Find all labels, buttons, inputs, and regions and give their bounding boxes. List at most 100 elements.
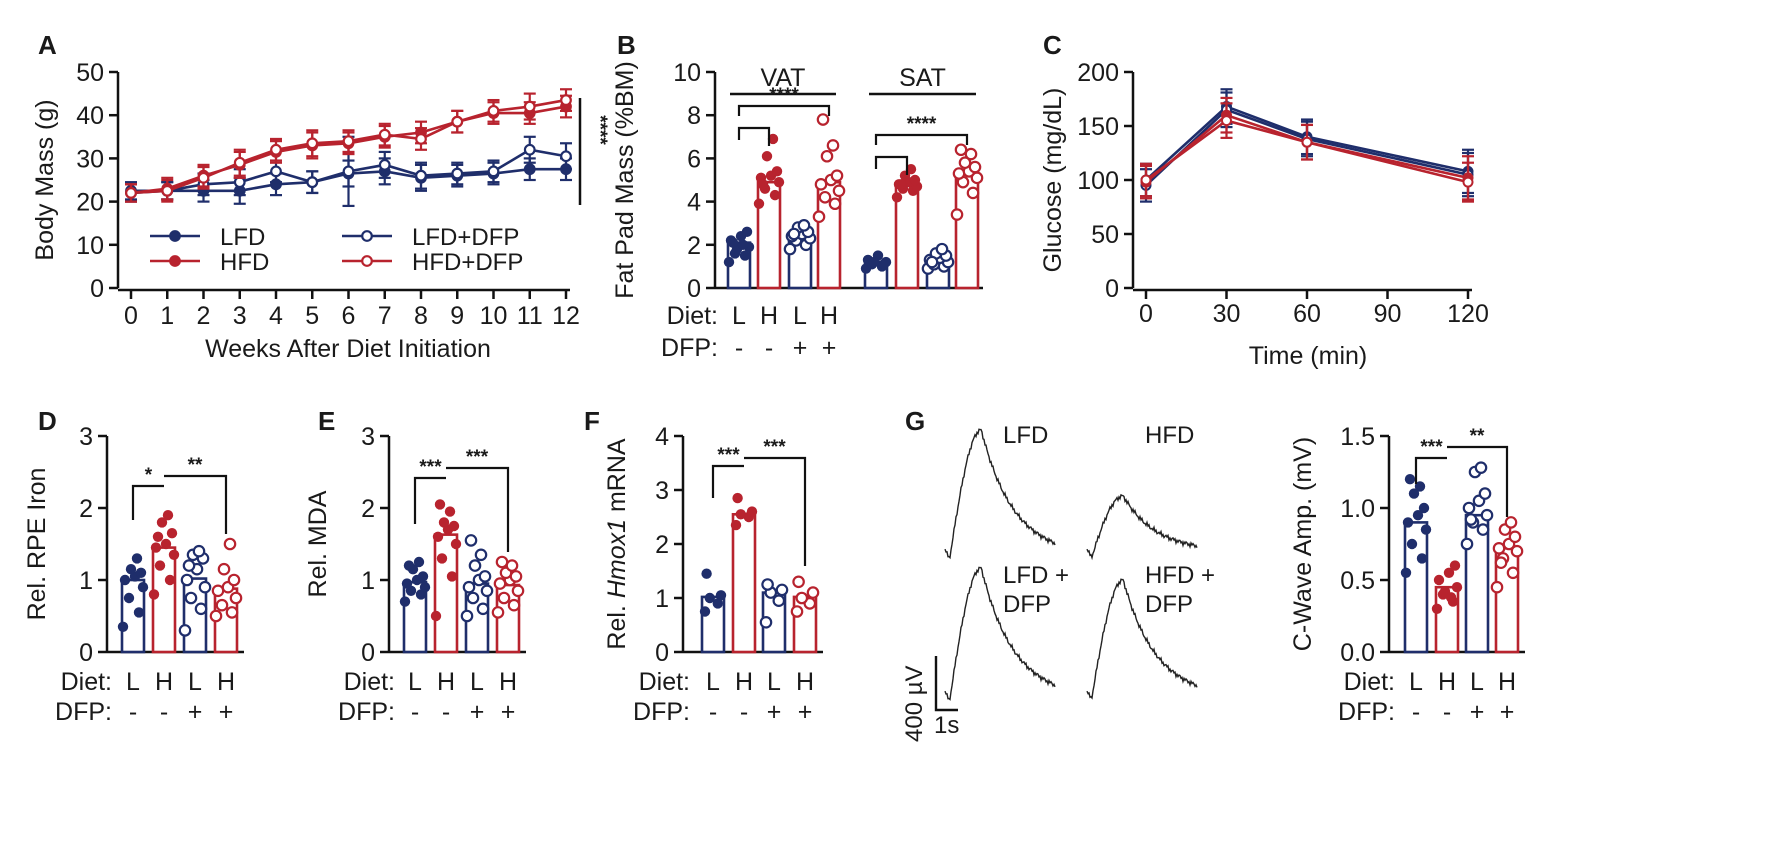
- d-sig1-stars: *: [145, 465, 153, 486]
- b-dot: [727, 237, 739, 248]
- c-y-tick-label: 150: [1077, 113, 1119, 141]
- f-sig2-stars: ***: [763, 437, 786, 458]
- b-dot: [737, 239, 749, 250]
- f-dot: [772, 594, 786, 607]
- f-sig2-bracket: [744, 456, 807, 566]
- a-x-tick-label: 5: [305, 302, 319, 330]
- e-bar: [433, 533, 459, 654]
- d-dot: [123, 592, 135, 604]
- d-diet-value: L: [188, 668, 202, 696]
- b-dfp-value: -: [735, 334, 743, 362]
- b-dot: [950, 208, 964, 221]
- a-point: [378, 128, 391, 141]
- g-dot: [1451, 582, 1463, 593]
- f-dot: [715, 590, 727, 601]
- e-dot: [511, 584, 525, 598]
- g-dot: [1508, 530, 1522, 544]
- f-dot: [701, 568, 712, 579]
- b-vat-long-stars: ****: [769, 85, 799, 106]
- b-diet-value: L: [732, 302, 746, 330]
- panel-label-b: B: [617, 30, 636, 60]
- panel-label-e: E: [318, 406, 335, 436]
- d-dot: [178, 624, 192, 637]
- c-y-axis-title: Glucose (mg/dL): [1039, 88, 1067, 273]
- panel-g-cwave-chart: 0.00.51.01.5C-Wave Amp. (mV) *****Diet:DF…: [1289, 423, 1525, 726]
- c-x-tick-label: 90: [1374, 300, 1402, 328]
- a-point: [487, 104, 500, 117]
- d-dot: [211, 584, 225, 598]
- f-dot: [699, 606, 711, 617]
- a-point: [451, 167, 464, 180]
- a-point: [378, 158, 391, 171]
- a-point: [415, 169, 427, 182]
- b-dot: [925, 255, 939, 269]
- g-dot: [1490, 580, 1504, 594]
- f-y-tick-label: 0: [655, 639, 669, 667]
- d-dot: [135, 567, 147, 578]
- a-legend-marker: [361, 255, 373, 267]
- f-diet-label: Diet:: [639, 668, 690, 696]
- c-x-tick-label: 120: [1447, 300, 1489, 328]
- e-dot: [507, 598, 521, 612]
- g-diet-value: L: [1409, 668, 1423, 696]
- b-dot: [968, 160, 982, 174]
- e-dot: [476, 602, 490, 616]
- a-point: [523, 100, 536, 113]
- g-trace-lfd: [944, 428, 1056, 560]
- a-point: [233, 156, 246, 169]
- b-dot: [878, 259, 890, 270]
- g-dot: [1406, 538, 1418, 550]
- e-y-tick-label: 3: [361, 423, 375, 451]
- g-y-tick-label: 0.0: [1340, 639, 1375, 667]
- d-dot: [166, 528, 178, 539]
- g-y-tick-label: 0.5: [1340, 567, 1375, 595]
- e-dot: [464, 534, 478, 547]
- g-label-lfd: LFD: [1003, 422, 1048, 449]
- f-y-axis-title: Rel. Hmox1 mRNA: [603, 438, 631, 649]
- f-dfp-value: +: [767, 698, 782, 726]
- g-dot: [1478, 487, 1492, 500]
- b-dot: [767, 133, 779, 145]
- a-point: [415, 133, 427, 145]
- f-dot: [735, 509, 746, 520]
- d-dot: [194, 602, 208, 616]
- b-dot: [771, 166, 783, 177]
- g-label-lfd-dfp-1: LFD +: [1003, 562, 1069, 589]
- e-dot: [399, 596, 411, 607]
- b-y-tick-label: 0: [687, 275, 701, 303]
- g-sig1-bracket: [1414, 456, 1447, 484]
- f-sig1-stars: ***: [717, 445, 740, 466]
- f-dot: [746, 506, 758, 517]
- a-x-tick-label: 4: [269, 302, 283, 330]
- e-diet-label: Diet:: [344, 668, 395, 696]
- b-dot: [820, 149, 834, 163]
- g-dot: [1400, 567, 1412, 578]
- a-y-tick-label: 10: [76, 232, 104, 260]
- c-x-tick-label: 60: [1293, 300, 1321, 328]
- b-dot: [958, 156, 972, 170]
- d-y-axis-title: Rel. RPE Iron: [23, 468, 51, 621]
- b-group-title: VAT: [761, 64, 806, 92]
- b-dfp-value: +: [822, 334, 837, 362]
- e-dfp-value: -: [442, 698, 450, 726]
- a-point: [560, 94, 572, 106]
- panel-label-a: A: [38, 30, 57, 60]
- e-dot: [430, 610, 442, 622]
- c-y-tick-label: 200: [1077, 59, 1119, 87]
- g-dot: [1474, 461, 1488, 474]
- f-diet-value: H: [796, 668, 814, 696]
- g-dfp-value: -: [1412, 698, 1420, 726]
- d-dot: [160, 538, 172, 550]
- g-bar: [1464, 513, 1490, 654]
- f-dot: [712, 598, 723, 609]
- d-dot: [131, 553, 143, 564]
- e-diet-value: H: [499, 668, 517, 696]
- e-dfp-label: DFP:: [338, 698, 395, 726]
- a-point: [197, 171, 210, 184]
- e-diet-value: L: [408, 668, 422, 696]
- e-dot: [478, 570, 492, 583]
- f-dot: [806, 586, 820, 599]
